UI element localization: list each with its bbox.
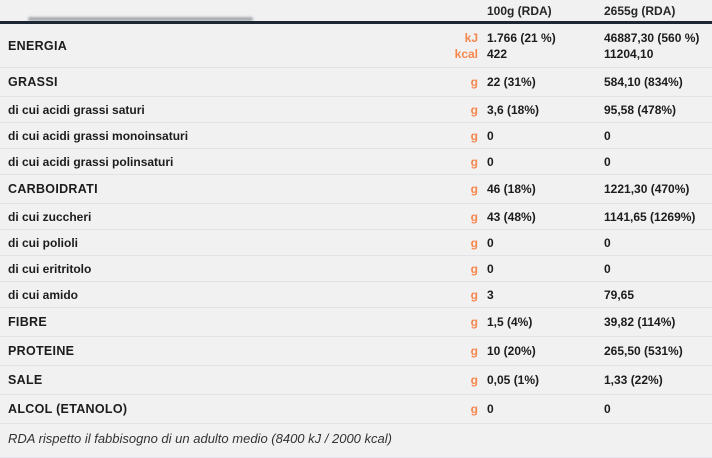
- value-100g: 0: [487, 261, 494, 276]
- rda-footnote: RDA rispetto il fabbisogno di un adulto …: [0, 424, 712, 458]
- nutrient-label: ALCOL (ETANOLO): [8, 402, 128, 416]
- nutrient-label: CARBOIDRATI: [8, 182, 98, 196]
- value-2655g: 0: [604, 154, 611, 169]
- nutrient-label: di cui amido: [8, 287, 79, 302]
- table-row: di cui zuccheri g 43 (48%) 1141,65 (1269…: [0, 204, 712, 230]
- value-2655g: 46887,30 (560 %) 11204,10: [604, 30, 700, 61]
- value-2655g: 0: [604, 402, 611, 416]
- table-row: ENERGIA kJ kcal 1.766 (21 %) 422 46887,30 …: [0, 24, 712, 68]
- value-100g: 0: [487, 154, 494, 169]
- value-100g: 0,05 (1%): [487, 373, 540, 387]
- table-row: di cui acidi grassi monoinsaturi g 0 0: [0, 123, 712, 149]
- value-100g: 10 (20%): [487, 344, 536, 358]
- value-100g: 1,5 (4%): [487, 315, 533, 329]
- nutrient-label: FIBRE: [8, 315, 47, 329]
- value-2655g: 584,10 (834%): [604, 75, 683, 89]
- nutrient-label: di cui polioli: [8, 235, 78, 250]
- table-row: di cui eritritolo g 0 0: [0, 256, 712, 282]
- table-row: di cui acidi grassi polinsaturi g 0 0: [0, 149, 712, 175]
- nutrient-label: GRASSI: [8, 75, 58, 89]
- nutrient-label: di cui acidi grassi polinsaturi: [8, 154, 174, 169]
- value-100g: 0: [487, 128, 494, 143]
- unit-label: g: [470, 209, 478, 224]
- unit-label: g: [470, 402, 478, 416]
- nutrient-label: PROTEINE: [8, 344, 75, 358]
- nutrition-rows: ENERGIA kJ kcal 1.766 (21 %) 422 46887,30 …: [0, 24, 712, 424]
- value-100g: 0: [487, 235, 494, 250]
- table-row: PROTEINE g 10 (20%) 265,50 (531%): [0, 337, 712, 366]
- table-row: SALE g 0,05 (1%) 1,33 (22%): [0, 366, 712, 395]
- unit-label: g: [470, 154, 478, 169]
- value-100g: 22 (31%): [487, 75, 536, 89]
- unit-label: g: [470, 373, 478, 387]
- table-row: FIBRE g 1,5 (4%) 39,82 (114%): [0, 308, 712, 337]
- value-2655g: 0: [604, 235, 611, 250]
- value-100g: 0: [487, 402, 494, 416]
- column-header-100g: 100g (RDA): [487, 4, 552, 18]
- value-2655g: 95,58 (478%): [604, 102, 677, 117]
- nutrient-label: di cui zuccheri: [8, 209, 92, 224]
- unit-label: kJ kcal: [454, 30, 478, 61]
- value-2655g: 0: [604, 128, 611, 143]
- nutrient-label: di cui acidi grassi saturi: [8, 102, 145, 117]
- value-100g: 3,6 (18%): [487, 102, 540, 117]
- value-100g: 1.766 (21 %) 422: [487, 30, 556, 61]
- value-2655g: 0: [604, 261, 611, 276]
- value-2655g: 1,33 (22%): [604, 373, 663, 387]
- table-header: 100g (RDA) 2655g (RDA): [0, 0, 712, 21]
- header-divider: [0, 21, 712, 24]
- value-2655g: 1221,30 (470%): [604, 182, 690, 196]
- unit-label: g: [470, 75, 478, 89]
- unit-label: g: [470, 235, 478, 250]
- table-row: di cui polioli g 0 0: [0, 230, 712, 256]
- value-2655g: 265,50 (531%): [604, 344, 683, 358]
- column-header-2655g: 2655g (RDA): [604, 4, 676, 18]
- value-100g: 43 (48%): [487, 209, 536, 224]
- unit-label: g: [470, 261, 478, 276]
- unit-label: g: [470, 128, 478, 143]
- value-100g: 46 (18%): [487, 182, 536, 196]
- table-row: GRASSI g 22 (31%) 584,10 (834%): [0, 68, 712, 97]
- nutrient-label: SALE: [8, 373, 43, 387]
- unit-label: g: [470, 344, 478, 358]
- nutrient-label: di cui acidi grassi monoinsaturi: [8, 128, 189, 143]
- value-2655g: 1141,65 (1269%): [604, 209, 696, 224]
- unit-label: g: [470, 102, 478, 117]
- nutrient-label: di cui eritritolo: [8, 261, 92, 276]
- value-2655g: 39,82 (114%): [604, 315, 676, 329]
- table-row: di cui amido g 3 79,65: [0, 282, 712, 308]
- unit-label: g: [470, 315, 478, 329]
- unit-label: g: [470, 182, 478, 196]
- table-row: ALCOL (ETANOLO) g 0 0: [0, 395, 712, 424]
- table-row: CARBOIDRATI g 46 (18%) 1221,30 (470%): [0, 175, 712, 204]
- table-row: di cui acidi grassi saturi g 3,6 (18%) 9…: [0, 97, 712, 123]
- value-2655g: 79,65: [604, 287, 635, 302]
- nutrient-label: ENERGIA: [8, 38, 68, 53]
- unit-label: g: [470, 287, 478, 302]
- value-100g: 3: [487, 287, 494, 302]
